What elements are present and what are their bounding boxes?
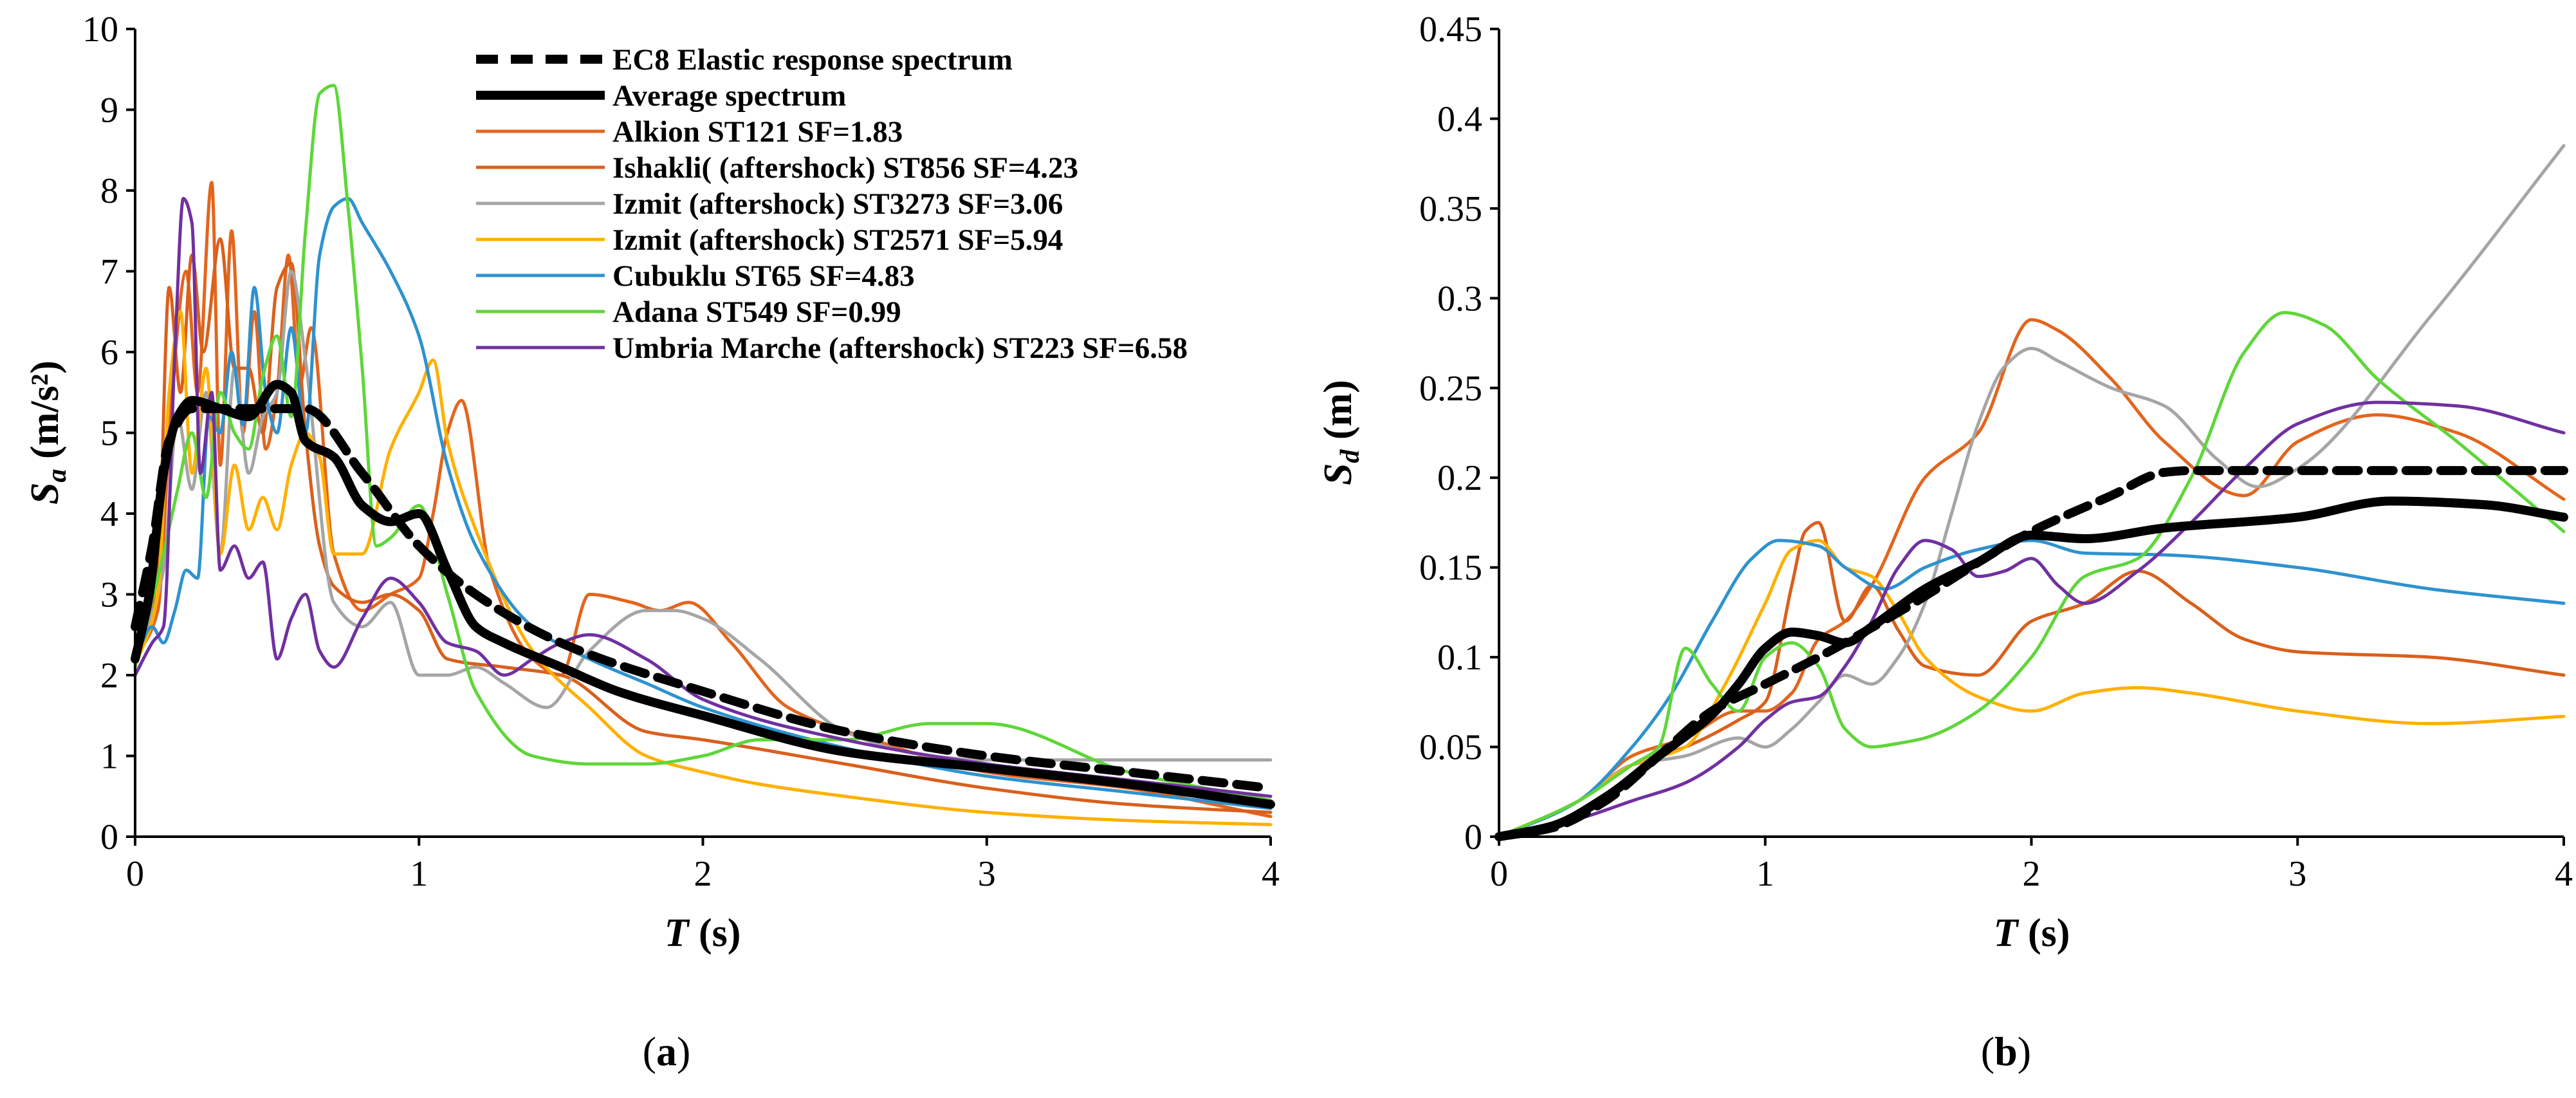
y-tick-label: 0.1 bbox=[1437, 638, 1482, 678]
legend-label: Ishakli( (aftershock) ST856 SF=4.23 bbox=[612, 151, 1078, 185]
legend-label: Izmit (aftershock) ST2571 SF=5.94 bbox=[612, 223, 1063, 257]
legend-label: Izmit (aftershock) ST3273 SF=3.06 bbox=[612, 187, 1063, 221]
panel-b-x-axis-title: T (s) bbox=[1994, 911, 2070, 955]
panel-a-y-axis-title: Sa (m/s²) bbox=[23, 360, 72, 505]
x-tick-label: 2 bbox=[2023, 854, 2041, 894]
series-line-adana-st549-sf-0-99 bbox=[1497, 311, 2566, 839]
y-tick-label: 10 bbox=[82, 10, 118, 50]
y-tick-label: 8 bbox=[100, 171, 118, 211]
panel-b-series bbox=[1495, 144, 2568, 841]
series-line-izmit-aftershock-st3273-sf-3-06 bbox=[1497, 144, 2566, 839]
y-tick-label: 2 bbox=[100, 656, 118, 696]
panel-b-y-ticks: 0 0.05 0.1 0.15 0.2 0.25 0.3 0.35 0.4 0.45 bbox=[1419, 10, 1499, 857]
y-tick-label: 5 bbox=[100, 414, 118, 454]
legend-label: Umbria Marche (aftershock) ST223 SF=6.58 bbox=[612, 331, 1188, 365]
y-tick-label: 0.05 bbox=[1419, 728, 1482, 768]
y-tick-label: 7 bbox=[100, 252, 118, 292]
x-tick-label: 3 bbox=[2288, 854, 2306, 894]
x-tick-label: 1 bbox=[410, 854, 428, 894]
y-tick-label: 0.15 bbox=[1419, 548, 1482, 588]
y-tick-label: 0 bbox=[1464, 817, 1482, 857]
y-tick-label: 0.25 bbox=[1419, 369, 1482, 409]
series-line-ec8-elastic-response-spectrum bbox=[1495, 466, 2568, 841]
panel-a-x-axis-title: T (s) bbox=[665, 911, 741, 955]
panel-label-a: (a) bbox=[643, 1028, 691, 1074]
x-tick-label: 4 bbox=[2555, 854, 2573, 894]
y-tick-label: 0.4 bbox=[1437, 99, 1482, 139]
legend-label: Adana ST549 SF=0.99 bbox=[612, 295, 901, 329]
panel-label-b: (b) bbox=[1981, 1028, 2031, 1074]
panel-a-x-ticks: 0 1 2 3 4 bbox=[126, 837, 1280, 894]
x-tick-label: 1 bbox=[1756, 854, 1774, 894]
series-line-ec8-elastic-response-spectrum bbox=[131, 404, 1275, 793]
y-tick-label: 0.2 bbox=[1437, 458, 1482, 498]
chart-panel-a: 0 1 2 3 4 0 1 2 3 4 5 6 7 8 9 10 T (s) Sa (m/s²) EC8 E… bbox=[23, 10, 1280, 1074]
panel-a-y-ticks: 0 1 2 3 4 5 6 7 8 9 10 bbox=[82, 10, 135, 857]
panel-b-x-ticks: 0 1 2 3 4 bbox=[1490, 837, 2573, 894]
y-tick-label: 9 bbox=[100, 91, 118, 131]
x-tick-label: 4 bbox=[1262, 854, 1280, 894]
y-tick-label: 1 bbox=[100, 737, 118, 777]
legend-label: Cubuklu ST65 SF=4.83 bbox=[612, 259, 915, 293]
y-tick-label: 4 bbox=[100, 494, 118, 534]
y-tick-label: 0 bbox=[100, 817, 118, 857]
y-tick-label: 0.45 bbox=[1419, 10, 1482, 50]
x-tick-label: 0 bbox=[126, 854, 144, 894]
y-tick-label: 0.3 bbox=[1437, 279, 1482, 319]
y-tick-label: 0.35 bbox=[1419, 189, 1482, 229]
x-tick-label: 3 bbox=[978, 854, 996, 894]
x-tick-label: 2 bbox=[694, 854, 712, 894]
x-tick-label: 0 bbox=[1490, 854, 1508, 894]
legend-label: EC8 Elastic response spectrum bbox=[612, 43, 1013, 77]
series-line-average-spectrum bbox=[1495, 496, 2568, 841]
legend-label: Average spectrum bbox=[612, 79, 846, 113]
panel-b-y-axis-title: Sd (m) bbox=[1316, 380, 1365, 485]
panel-a-series bbox=[131, 84, 1275, 826]
series-line-izmit-aftershock-st2571-sf-5-94 bbox=[133, 310, 1273, 826]
y-tick-label: 6 bbox=[100, 333, 118, 373]
y-tick-label: 3 bbox=[100, 575, 118, 615]
series-line-ishakli-aftershock-st856-sf-4-23 bbox=[1497, 521, 2566, 839]
series-line-average-spectrum bbox=[131, 380, 1275, 809]
series-line-umbria-marche-aftershock-st223-sf-6-58 bbox=[133, 197, 1273, 798]
series-line-cubuklu-st65-sf-4-83 bbox=[1497, 539, 2566, 839]
legend-label: Alkion ST121 SF=1.83 bbox=[612, 115, 903, 149]
